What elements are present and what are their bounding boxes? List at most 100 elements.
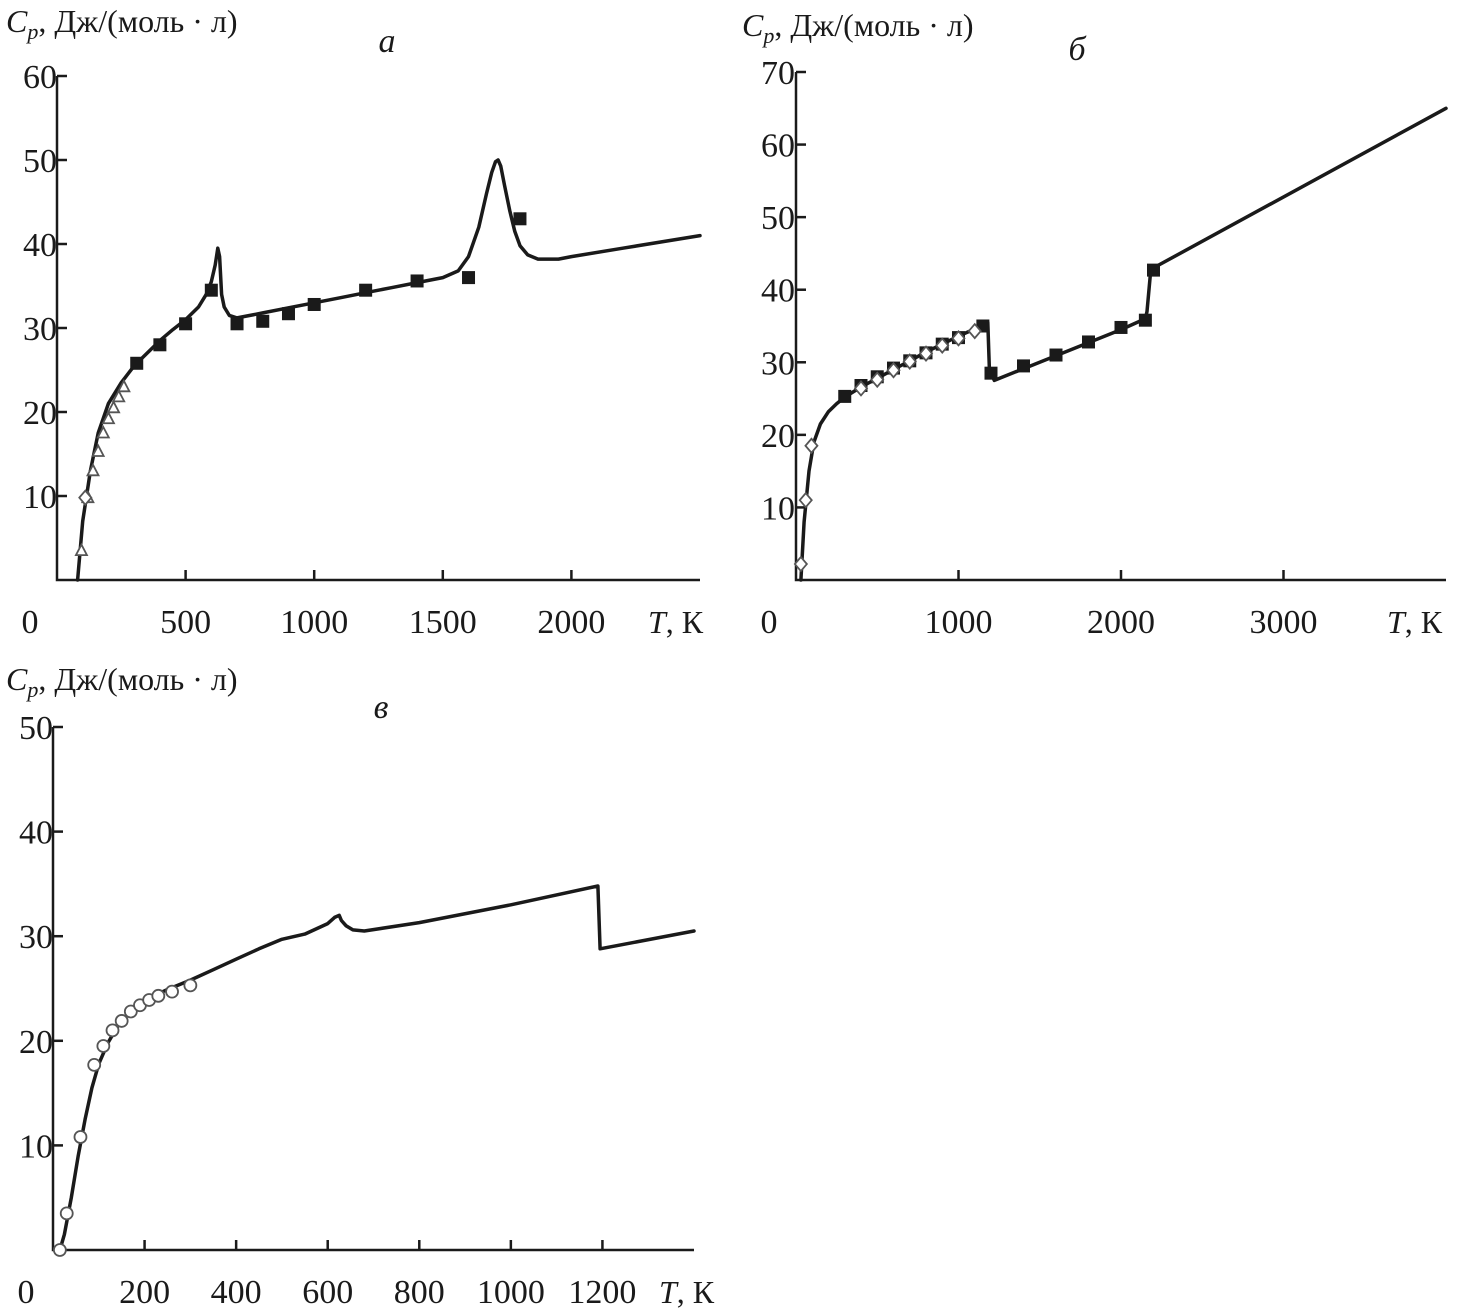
model-curve-a bbox=[75, 158, 702, 582]
x-tick-label-v: 800 bbox=[394, 1274, 445, 1311]
x-tick-label-v: 400 bbox=[211, 1274, 262, 1311]
axes-v bbox=[51, 727, 694, 1252]
data-point-circle-open-v bbox=[123, 1004, 138, 1019]
data-point-diamond-open-a bbox=[78, 489, 93, 507]
axes-b bbox=[794, 72, 1446, 582]
x-axis-title-v: T, К bbox=[659, 1274, 715, 1310]
x-tick-label-a: 500 bbox=[160, 604, 211, 641]
y-tick-label-a: 40 bbox=[23, 227, 57, 264]
data-point-triangle-open-a bbox=[74, 542, 89, 556]
y-tick-label-b: 20 bbox=[761, 418, 795, 455]
panel-letter-a: а bbox=[379, 23, 396, 60]
data-point-circle-open-v bbox=[165, 984, 179, 999]
data-point-circle-open-v bbox=[73, 1130, 88, 1144]
chart-panel-a: 10 20 30 40 50 60 0 500 1000 1500 2000 Cp, Дж/(моль… bbox=[6, 3, 704, 641]
axes-a bbox=[55, 76, 700, 582]
data-point-square-filled-b bbox=[1114, 320, 1128, 334]
data-point-square-filled-b bbox=[838, 389, 852, 403]
y-tick-label-a: 10 bbox=[23, 479, 57, 516]
y-axis-title-b: Cp, Дж/(моль · л) bbox=[742, 7, 974, 48]
data-point-diamond-open-b bbox=[951, 329, 966, 347]
y-tick-label-b: 60 bbox=[761, 128, 795, 165]
panel-letter-b: б bbox=[1068, 31, 1087, 68]
data-point-square-filled-b bbox=[1017, 359, 1030, 373]
data-point-diamond-open-b bbox=[804, 437, 819, 455]
y-tick-label-b: 70 bbox=[761, 55, 795, 92]
data-point-triangle-open-a bbox=[116, 378, 131, 393]
data-point-circle-open-v bbox=[52, 1243, 67, 1257]
data-point-diamond-open-b bbox=[886, 361, 901, 379]
x-tick-label-b: 3000 bbox=[1250, 604, 1318, 641]
data-point-square-filled-a bbox=[462, 271, 476, 285]
data-point-square-filled-b bbox=[1049, 348, 1063, 362]
data-point-triangle-open-a bbox=[96, 425, 111, 439]
data-point-triangle-open-a bbox=[111, 388, 126, 403]
y-tick-label-b: 40 bbox=[761, 273, 795, 310]
x-axis-title-a: T, К bbox=[648, 604, 704, 640]
data-point-circle-open-v bbox=[87, 1057, 102, 1072]
data-point-square-filled-a bbox=[359, 283, 373, 297]
data-point-square-filled-a bbox=[410, 274, 424, 288]
data-point-square-filled-a bbox=[281, 307, 295, 321]
data-point-triangle-open-a bbox=[91, 443, 106, 457]
data-point-triangle-open-a bbox=[86, 462, 100, 477]
data-point-triangle-open-a bbox=[101, 410, 116, 425]
chart-panel-b: 10 20 30 40 50 60 70 0 1000 2000 3000 Cp, Дж/(моль … bbox=[742, 7, 1448, 641]
panel-letter-v: в bbox=[374, 689, 389, 726]
y-tick-label-v: 50 bbox=[19, 710, 53, 747]
model-curve-b bbox=[799, 106, 1448, 582]
data-point-circle-open-v bbox=[183, 978, 198, 993]
x-tick-label-a: 2000 bbox=[537, 604, 605, 641]
data-point-square-filled-a bbox=[230, 317, 244, 331]
x-tick-label-b: 2000 bbox=[1087, 604, 1155, 641]
data-point-square-filled-a bbox=[307, 297, 321, 311]
data-point-square-filled-a bbox=[179, 317, 193, 331]
data-point-diamond-open-b bbox=[870, 371, 885, 389]
data-point-square-filled-b bbox=[1082, 335, 1095, 349]
data-point-square-filled-b bbox=[1147, 263, 1160, 277]
data-point-circle-open-v bbox=[59, 1206, 74, 1221]
model-curve-v bbox=[58, 884, 696, 1252]
data-point-square-filled-b bbox=[984, 366, 998, 380]
x-tick-label-a: 1000 bbox=[280, 604, 348, 641]
data-point-square-filled-a bbox=[256, 314, 270, 328]
x-tick-label-v: 1200 bbox=[568, 1274, 636, 1311]
data-point-square-filled-a bbox=[204, 283, 218, 297]
chart-panel-v: 10 20 30 40 50 0 200 400 600 800 1000 1200 Cp, Дж/(м… bbox=[6, 661, 715, 1311]
data-point-circle-open-v bbox=[151, 988, 166, 1003]
y-tick-label-a: 60 bbox=[23, 59, 57, 96]
y-axis-title-a: Cp, Дж/(моль · л) bbox=[6, 3, 238, 44]
x-axis-title-b: T, К bbox=[1387, 604, 1443, 640]
x-tick-label-b: 1000 bbox=[925, 604, 993, 641]
data-point-square-filled-a bbox=[153, 338, 167, 352]
data-point-diamond-open-b bbox=[967, 322, 982, 340]
y-tick-label-a: 30 bbox=[23, 311, 57, 348]
data-point-diamond-open-b bbox=[798, 491, 813, 509]
y-tick-label-b: 50 bbox=[761, 200, 795, 237]
data-point-diamond-open-b bbox=[902, 353, 917, 370]
y-tick-label-v: 30 bbox=[19, 919, 53, 956]
data-point-circle-open-v bbox=[105, 1023, 120, 1038]
data-point-circle-open-v bbox=[114, 1014, 129, 1028]
data-point-diamond-open-b bbox=[853, 380, 869, 397]
x-tick-label-v: 200 bbox=[119, 1274, 170, 1311]
x-tick-label-v: 600 bbox=[302, 1274, 353, 1311]
data-point-square-filled-b bbox=[1138, 313, 1152, 327]
data-point-diamond-open-b bbox=[793, 555, 809, 573]
x-tick-label-b: 0 bbox=[761, 604, 778, 641]
data-point-triangle-open-a bbox=[106, 399, 121, 414]
y-axis-title-v: Cp, Дж/(моль · л) bbox=[6, 661, 238, 702]
data-point-diamond-open-b bbox=[918, 345, 934, 362]
y-tick-label-v: 10 bbox=[19, 1128, 53, 1165]
y-tick-label-b: 30 bbox=[761, 345, 795, 382]
data-point-square-filled-a bbox=[513, 212, 527, 226]
data-point-diamond-open-b bbox=[935, 337, 950, 354]
y-tick-label-v: 20 bbox=[19, 1024, 53, 1061]
data-point-square-filled-a bbox=[130, 356, 144, 370]
x-tick-label-a: 1500 bbox=[409, 604, 477, 641]
y-tick-label-v: 40 bbox=[19, 815, 53, 852]
data-point-circle-open-v bbox=[96, 1039, 111, 1053]
y-tick-label-b: 10 bbox=[761, 490, 795, 527]
x-tick-label-a: 0 bbox=[22, 604, 39, 641]
